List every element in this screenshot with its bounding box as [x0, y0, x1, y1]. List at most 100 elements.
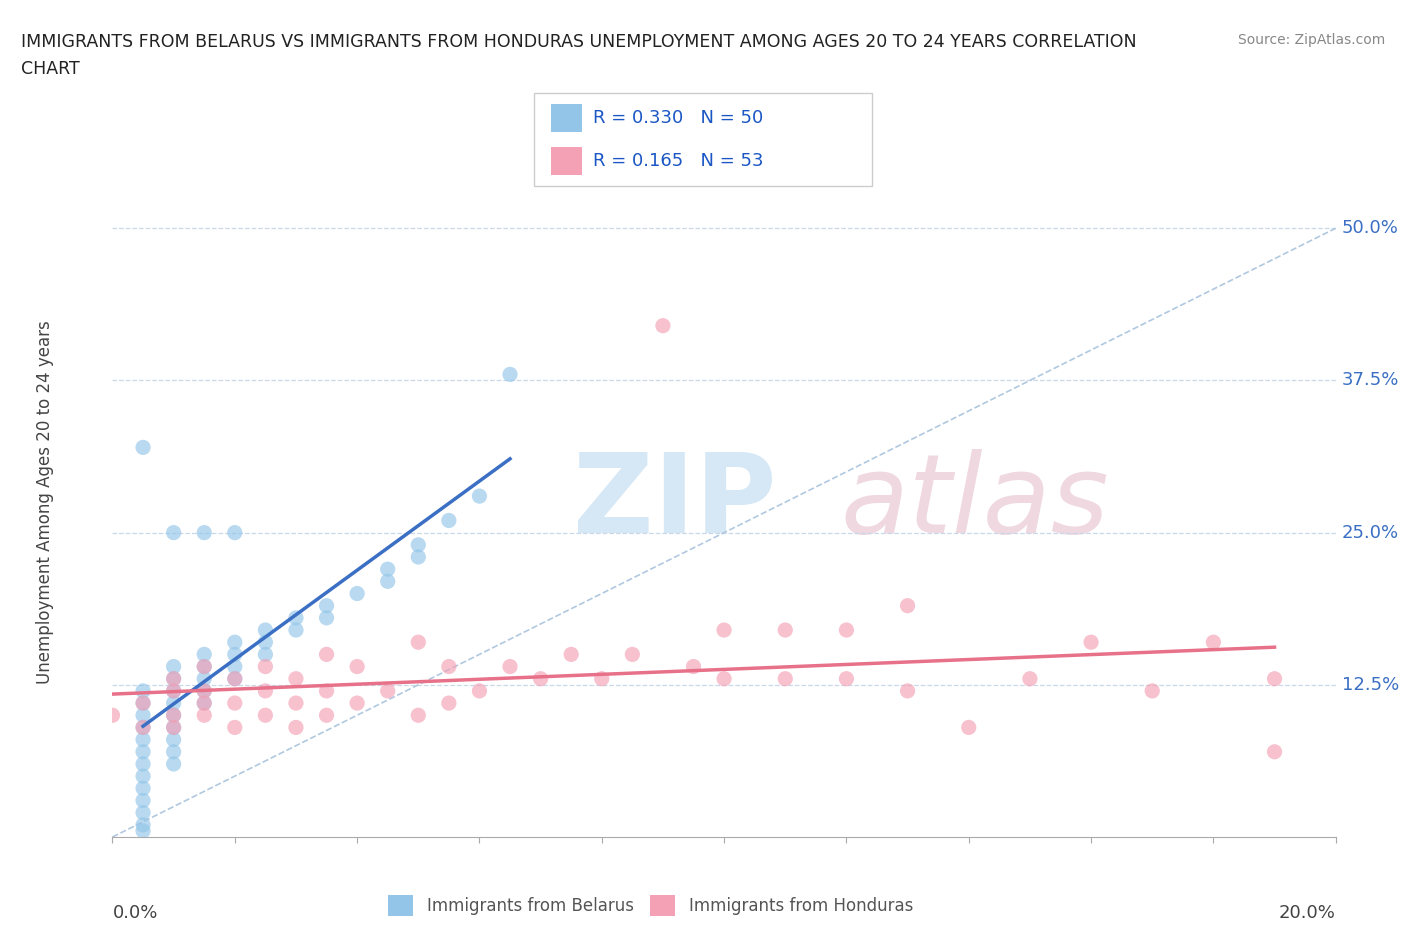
Point [315, 610, 337, 625]
Point [254, 708, 277, 723]
Point [193, 684, 215, 698]
Point [132, 720, 155, 735]
Point [408, 550, 430, 565]
Point [1202, 635, 1225, 650]
Point [193, 696, 215, 711]
Point [224, 525, 246, 540]
Text: 50.0%: 50.0% [1341, 219, 1399, 237]
Point [224, 671, 246, 686]
Point [591, 671, 613, 686]
Point [408, 708, 430, 723]
Point [254, 684, 277, 698]
Point [284, 671, 308, 686]
Point [1018, 671, 1040, 686]
Point [163, 684, 186, 698]
Point [254, 635, 277, 650]
Point [713, 622, 735, 637]
Point [315, 708, 337, 723]
Point [193, 647, 215, 662]
Point [530, 671, 553, 686]
Point [957, 720, 980, 735]
Text: IMMIGRANTS FROM BELARUS VS IMMIGRANTS FROM HONDURAS UNEMPLOYMENT AMONG AGES 20 T: IMMIGRANTS FROM BELARUS VS IMMIGRANTS FR… [21, 33, 1136, 50]
Point [193, 684, 215, 698]
Point [1264, 744, 1286, 759]
Point [132, 708, 155, 723]
Text: atlas: atlas [841, 448, 1109, 556]
Text: R = 0.330   N = 50: R = 0.330 N = 50 [593, 109, 763, 127]
Text: 12.5%: 12.5% [1341, 676, 1399, 694]
Point [224, 647, 246, 662]
Point [132, 696, 155, 711]
Point [284, 622, 308, 637]
Point [499, 367, 522, 382]
Point [835, 622, 858, 637]
Point [193, 671, 215, 686]
Point [652, 318, 675, 333]
Point [163, 720, 186, 735]
Point [193, 696, 215, 711]
Point [193, 525, 215, 540]
Point [193, 708, 215, 723]
Point [775, 671, 797, 686]
Point [408, 635, 430, 650]
Point [284, 610, 308, 625]
Point [408, 538, 430, 552]
Text: ZIP: ZIP [574, 448, 778, 556]
Text: CHART: CHART [21, 60, 80, 78]
Text: 37.5%: 37.5% [1341, 371, 1399, 390]
Text: 0.0%: 0.0% [112, 904, 157, 922]
Point [132, 769, 155, 784]
Point [775, 622, 797, 637]
Point [163, 696, 186, 711]
Point [713, 671, 735, 686]
Point [132, 823, 155, 838]
Point [284, 720, 308, 735]
Point [224, 696, 246, 711]
Point [468, 488, 491, 503]
Point [132, 732, 155, 747]
Point [315, 647, 337, 662]
Text: 25.0%: 25.0% [1341, 524, 1399, 541]
Point [163, 659, 186, 674]
Point [224, 635, 246, 650]
Point [346, 586, 368, 601]
Point [163, 525, 186, 540]
Point [163, 720, 186, 735]
Point [101, 708, 124, 723]
Point [132, 756, 155, 771]
Point [437, 513, 460, 528]
Point [163, 671, 186, 686]
Point [132, 805, 155, 820]
Point [1080, 635, 1102, 650]
Legend: Immigrants from Belarus, Immigrants from Honduras: Immigrants from Belarus, Immigrants from… [381, 889, 920, 923]
Point [163, 671, 186, 686]
Point [315, 598, 337, 613]
Point [163, 708, 186, 723]
Point [377, 684, 399, 698]
Point [132, 817, 155, 832]
Point [1142, 684, 1164, 698]
Point [621, 647, 644, 662]
Point [468, 684, 491, 698]
Point [163, 744, 186, 759]
Point [132, 793, 155, 808]
Text: Unemployment Among Ages 20 to 24 years: Unemployment Among Ages 20 to 24 years [37, 320, 55, 684]
Point [193, 659, 215, 674]
Point [132, 696, 155, 711]
Point [560, 647, 582, 662]
Point [682, 659, 704, 674]
Point [163, 732, 186, 747]
Point [835, 671, 858, 686]
Point [163, 684, 186, 698]
Point [132, 684, 155, 698]
Point [132, 744, 155, 759]
Text: 20.0%: 20.0% [1279, 904, 1336, 922]
Point [254, 647, 277, 662]
Point [254, 659, 277, 674]
Point [897, 684, 920, 698]
Text: Source: ZipAtlas.com: Source: ZipAtlas.com [1237, 33, 1385, 46]
Point [224, 671, 246, 686]
Text: R = 0.165   N = 53: R = 0.165 N = 53 [593, 152, 763, 170]
Point [132, 440, 155, 455]
Point [1264, 671, 1286, 686]
